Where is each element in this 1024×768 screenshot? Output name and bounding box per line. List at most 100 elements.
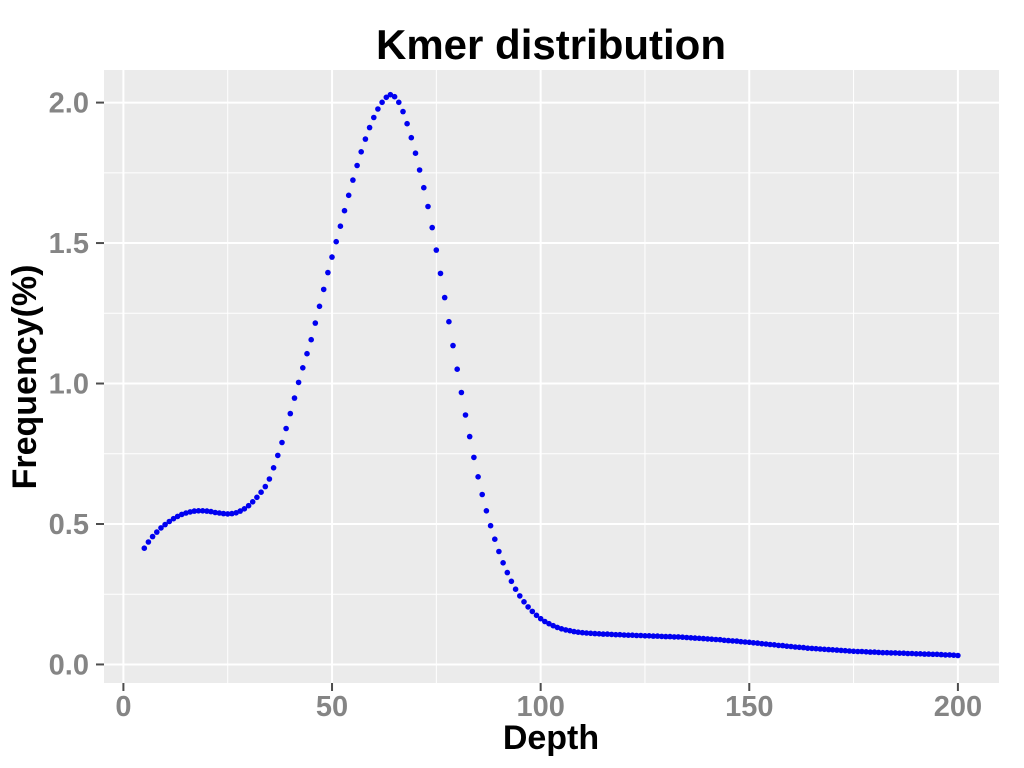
- data-point: [625, 632, 632, 638]
- data-point: [884, 649, 890, 656]
- data-point: [909, 650, 915, 657]
- data-point: [617, 631, 623, 638]
- data-point: [421, 184, 427, 191]
- data-point: [341, 207, 348, 214]
- x-tick-label: 200: [934, 691, 982, 723]
- data-point: [875, 649, 882, 656]
- data-point: [308, 336, 315, 343]
- data-point: [846, 648, 853, 654]
- data-point: [254, 494, 260, 501]
- data-point: [237, 508, 243, 514]
- data-point: [613, 631, 619, 638]
- data-point: [621, 632, 627, 638]
- data-point: [742, 639, 748, 645]
- data-point: [571, 628, 577, 635]
- data-point: [850, 648, 857, 655]
- data-point: [863, 649, 869, 655]
- data-point: [746, 639, 753, 646]
- data-point: [496, 548, 502, 555]
- data-point: [788, 643, 794, 650]
- data-point: [220, 510, 227, 517]
- data-point: [504, 569, 511, 576]
- data-point: [304, 350, 310, 357]
- data-point: [592, 630, 598, 637]
- data-point: [763, 641, 769, 647]
- data-point: [329, 254, 335, 260]
- plot-panel: [104, 70, 999, 683]
- data-point: [771, 642, 778, 648]
- data-point: [750, 640, 757, 646]
- data-point: [917, 651, 924, 657]
- data-point: [867, 649, 874, 655]
- data-point: [195, 508, 202, 514]
- data-point: [796, 644, 803, 651]
- data-point: [855, 648, 861, 655]
- data-point: [396, 99, 402, 106]
- x-axis-title: Depth: [503, 719, 599, 757]
- data-point: [575, 629, 581, 635]
- data-point: [362, 136, 369, 142]
- data-point: [537, 615, 544, 622]
- y-axis-title: Frequency(%): [6, 265, 44, 490]
- data-point: [642, 633, 648, 639]
- data-point: [579, 629, 586, 636]
- y-axis-tick-labels: 0.0 0.5 1.0 1.5 2.0: [49, 88, 89, 682]
- data-point: [266, 476, 273, 482]
- data-point: [955, 652, 961, 659]
- data-point: [183, 510, 189, 516]
- data-point: [717, 636, 723, 643]
- data-point: [525, 604, 531, 610]
- data-point: [813, 645, 819, 652]
- data-point: [934, 651, 940, 658]
- data-point: [174, 513, 181, 520]
- data-point: [667, 633, 673, 640]
- data-point: [312, 320, 319, 326]
- data-point: [688, 635, 694, 641]
- data-points: [141, 91, 961, 659]
- data-point: [471, 454, 477, 461]
- data-point: [212, 509, 218, 516]
- data-point: [345, 192, 352, 199]
- data-point: [216, 510, 223, 516]
- data-point: [800, 644, 807, 651]
- data-point: [679, 634, 686, 640]
- data-point: [775, 642, 782, 649]
- data-point: [888, 650, 894, 656]
- data-point: [725, 637, 732, 644]
- data-point: [316, 303, 323, 310]
- data-point: [454, 366, 461, 373]
- data-point: [300, 365, 306, 371]
- data-point: [391, 93, 398, 100]
- y-tick-label: 0.5: [49, 509, 89, 541]
- data-point: [946, 652, 953, 658]
- data-point: [241, 506, 248, 512]
- x-axis-tick-labels: 0 50 100 150 200: [115, 691, 982, 723]
- data-point: [729, 638, 736, 644]
- data-point: [562, 627, 569, 633]
- data-point: [404, 120, 410, 127]
- data-point: [224, 511, 231, 517]
- x-tick-label: 100: [516, 691, 564, 723]
- data-point: [170, 515, 177, 522]
- data-point: [508, 578, 515, 585]
- data-point: [229, 510, 235, 517]
- data-point: [546, 620, 552, 627]
- data-point: [437, 270, 444, 277]
- data-point: [325, 269, 331, 276]
- data-point: [425, 203, 431, 210]
- data-point: [466, 433, 473, 440]
- data-point: [154, 529, 160, 535]
- data-point: [675, 634, 682, 640]
- data-point: [804, 645, 811, 651]
- data-point: [633, 632, 640, 639]
- data-point: [208, 508, 214, 515]
- data-point: [158, 525, 164, 531]
- data-point: [262, 483, 269, 490]
- data-point: [429, 224, 436, 231]
- data-point: [596, 631, 602, 637]
- data-point: [412, 150, 419, 156]
- data-point: [149, 533, 156, 540]
- data-point: [191, 508, 198, 514]
- data-point: [416, 167, 423, 173]
